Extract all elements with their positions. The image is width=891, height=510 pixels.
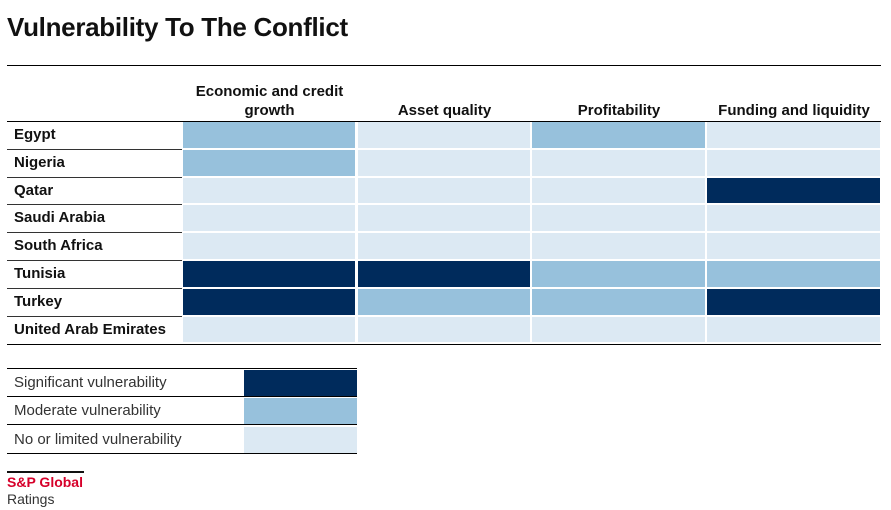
heatmap-cell (183, 122, 355, 149)
heatmap-cell (532, 261, 705, 288)
heatmap-cell (707, 261, 880, 288)
heatmap-cell (183, 288, 355, 316)
heatmap-cell (358, 288, 530, 316)
legend-item: No or limited vulnerability (7, 426, 357, 454)
heatmap-cell (183, 233, 355, 260)
heatmap-cell (358, 261, 530, 288)
legend-label: Moderate vulnerability (14, 402, 161, 420)
brand-sub: Ratings (7, 491, 55, 507)
row-label: Saudi Arabia (7, 205, 182, 234)
heatmap-cell (532, 177, 705, 205)
heatmap-cell (707, 316, 880, 344)
grid-bottom-rule (7, 344, 881, 345)
heatmap-cell (532, 316, 705, 344)
heatmap-cell (707, 122, 880, 149)
grid-top-rule (7, 121, 881, 122)
heatmap-cell (707, 288, 880, 316)
legend-swatch (244, 370, 357, 396)
heatmap-cell (358, 233, 530, 260)
row-label: Qatar (7, 178, 182, 206)
column-header: Funding and liquidity (718, 102, 870, 119)
heatmap-cell (358, 149, 530, 177)
heatmap-cell (532, 288, 705, 316)
heatmap-cell (358, 122, 530, 149)
heatmap-cell (183, 316, 355, 344)
heatmap-cell (183, 261, 355, 288)
legend-swatch (244, 398, 357, 425)
heatmap-cell (532, 149, 705, 177)
row-label: Turkey (7, 289, 182, 317)
column-header: Economic and credit growth (195, 83, 344, 119)
row-label: Nigeria (7, 150, 182, 178)
heatmap-cell (707, 205, 880, 233)
heatmap-cell (358, 205, 530, 233)
logo-rule (7, 471, 84, 473)
row-label: Tunisia (7, 261, 182, 289)
row-label: South Africa (7, 233, 182, 261)
legend-top-rule (7, 368, 357, 369)
heatmap-cell (358, 177, 530, 205)
heatmap-cell (183, 149, 355, 177)
heatmap-cell (707, 149, 880, 177)
heatmap-cell (358, 316, 530, 344)
legend-item: Significant vulnerability (7, 369, 357, 397)
heatmap-cell (707, 233, 880, 260)
legend-swatch (244, 426, 357, 453)
heatmap-cell (183, 177, 355, 205)
heatmap-cell (183, 205, 355, 233)
column-header: Asset quality (397, 102, 492, 119)
heatmap-cell (532, 233, 705, 260)
chart-title: Vulnerability To The Conflict (7, 12, 348, 42)
column-header: Profitability (577, 102, 661, 119)
legend-label: No or limited vulnerability (14, 430, 182, 448)
row-label: Egypt (7, 122, 182, 150)
heatmap-cell (532, 122, 705, 149)
row-label: United Arab Emirates (14, 320, 166, 338)
heatmap-cell (532, 205, 705, 233)
brand-logo: S&P Global (7, 474, 83, 490)
legend-item: Moderate vulnerability (7, 397, 357, 426)
title-divider (7, 65, 881, 66)
heatmap-cell (707, 177, 880, 205)
legend-label: Significant vulnerability (14, 374, 167, 391)
